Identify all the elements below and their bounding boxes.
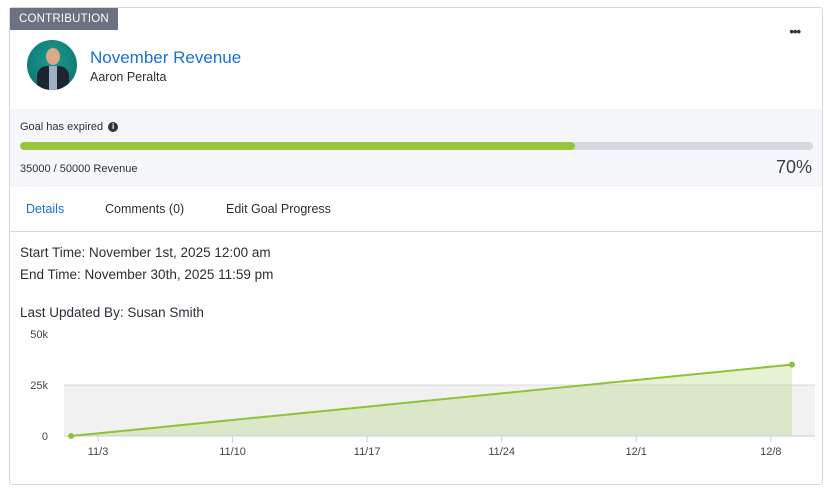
x-tick-label: 11/17 xyxy=(354,446,381,458)
goal-status: Goal has expired i xyxy=(20,121,119,133)
tab-bar: Details Comments (0) Edit Goal Progress xyxy=(10,187,822,232)
last-updated-by: Last Updated By: Susan Smith xyxy=(20,305,204,320)
tab-comments[interactable]: Comments (0) xyxy=(105,202,185,216)
info-icon[interactable]: i xyxy=(108,122,119,132)
progress-percent: 70% xyxy=(775,157,812,177)
x-tick-label: 11/10 xyxy=(219,446,246,458)
x-tick-label: 11/24 xyxy=(488,446,515,458)
goal-owner: Aaron Peralta xyxy=(90,70,167,84)
goal-title[interactable]: November Revenue xyxy=(90,48,242,67)
progress-bar-fill xyxy=(20,142,576,150)
y-tick-label: 25k xyxy=(30,380,48,392)
progress-bar xyxy=(20,142,813,150)
more-options-icon[interactable]: ••• xyxy=(789,24,801,39)
data-point xyxy=(788,361,795,368)
progress-amount: 35000 / 50000 Revenue xyxy=(20,163,138,175)
y-tick-label: 0 xyxy=(42,431,48,443)
contribution-badge: CONTRIBUTION xyxy=(10,8,118,30)
avatar xyxy=(27,40,77,90)
end-time: End Time: November 30th, 2025 11:59 pm xyxy=(20,267,274,282)
tab-details[interactable]: Details xyxy=(26,202,65,216)
progress-section: Goal has expired i 35000 / 50000 Revenue… xyxy=(10,109,822,187)
chart-line xyxy=(71,363,793,437)
x-tick-label: 12/8 xyxy=(760,446,781,458)
goal-status-text: Goal has expired xyxy=(20,121,104,133)
start-time: Start Time: November 1st, 2025 12:00 am xyxy=(20,245,271,260)
tab-edit-goal-progress[interactable]: Edit Goal Progress xyxy=(226,202,331,216)
x-tick-label: 11/3 xyxy=(88,446,109,458)
y-tick-label: 50k xyxy=(30,329,48,341)
x-tick-label: 12/1 xyxy=(626,446,647,458)
chart-band xyxy=(64,385,815,436)
data-point xyxy=(68,433,75,439)
